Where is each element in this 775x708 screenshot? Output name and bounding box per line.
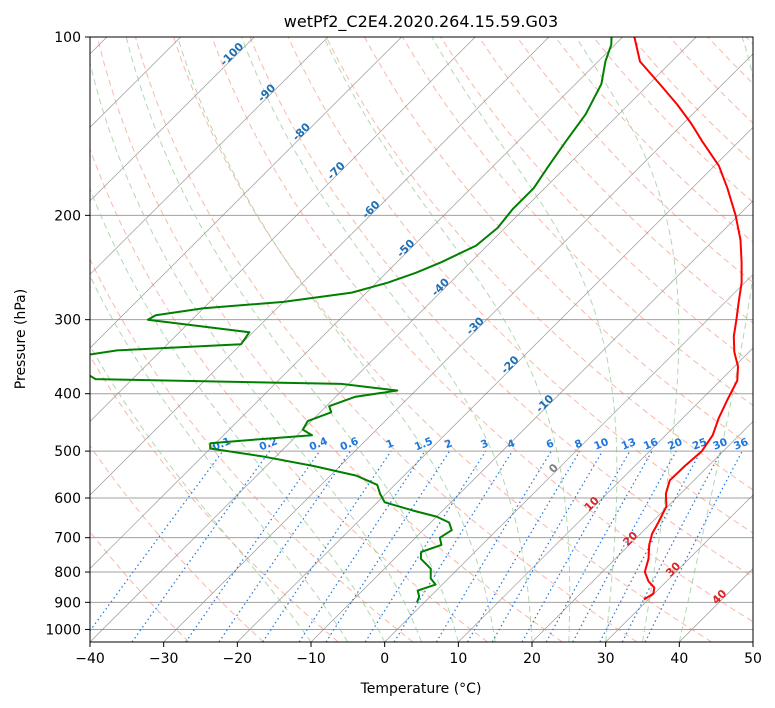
isotherm-line (90, 37, 476, 422)
y-tick-label: 500 (54, 444, 81, 460)
y-tick-label: 900 (54, 595, 81, 611)
x-tick-label: −30 (149, 651, 179, 667)
x-axis-label: Temperature (°C) (360, 681, 482, 697)
mixing-ratio-label: 16 (642, 436, 660, 453)
mixing-ratio-label: 6 (545, 437, 556, 451)
moist-adiabat-line (323, 37, 571, 642)
x-tick-label: 30 (597, 651, 615, 667)
isotherm-line (90, 37, 697, 642)
isotherm-line (458, 347, 753, 642)
y-tick-label: 300 (54, 313, 81, 329)
isotherm-line (90, 37, 623, 569)
x-tick-label: 0 (380, 651, 389, 667)
y-axis-label: Pressure (hPa) (13, 289, 29, 389)
isotherm-line (90, 37, 329, 275)
mixing-ratio-label: 36 (732, 436, 750, 453)
isotherm-line (384, 273, 753, 642)
mixing-ratio-label: 20 (666, 436, 684, 453)
y-tick-label: 400 (54, 387, 81, 403)
mixing-ratio-label: 3 (479, 437, 490, 451)
mixing-ratio-line (466, 450, 581, 642)
temperature-trace (633, 37, 743, 601)
moist-adiabat-line (90, 61, 422, 642)
mixing-ratio-label: 30 (711, 436, 729, 453)
moist-adiabat-line (125, 37, 459, 642)
mixing-ratio-line (599, 450, 702, 642)
mixing-ratio-line (435, 450, 552, 642)
dry-adiabat-line (134, 37, 638, 642)
mixing-ratio-line (572, 450, 677, 642)
dry-adiabat-line (90, 445, 264, 642)
x-tick-label: −10 (296, 651, 326, 667)
dry-adiabat-line (516, 37, 753, 284)
isotherm-line (90, 37, 255, 202)
mixing-ratio-label: 4 (506, 437, 517, 451)
moist-adiabat-line (90, 274, 349, 642)
mixing-ratio-line (185, 450, 321, 642)
dry-adiabat-line (249, 37, 753, 578)
dry-adiabat-line (287, 37, 753, 534)
dry-adiabat-line (96, 37, 563, 642)
moist-adiabat-line (90, 344, 312, 642)
x-tick-label: 20 (523, 651, 541, 667)
mixing-ratio-line (325, 450, 451, 642)
x-tick-label: 40 (670, 651, 688, 667)
isotherm-line (90, 37, 550, 496)
isotherm-line (90, 37, 402, 349)
x-tick-label: 50 (744, 651, 762, 667)
background-lines (90, 37, 753, 642)
moist-adiabat-line (177, 37, 496, 642)
y-tick-label: 700 (54, 531, 81, 547)
mixing-ratio-label: 13 (620, 436, 638, 453)
moist-adiabat-line (575, 37, 680, 642)
dry-adiabat-line (325, 37, 753, 491)
sounding-traces (90, 37, 743, 603)
mixing-ratio-label: 1 (384, 437, 395, 451)
y-tick-label: 1000 (45, 622, 81, 638)
x-tick-label: 10 (449, 651, 467, 667)
axes: −40 −30 −20 −10 0 10 20 30 40 50 100 200 300 400 500 60… (45, 30, 762, 667)
dry-adiabat-line (211, 37, 753, 623)
chart-title: wetPf2_C2E4.2020.264.15.59.G03 (284, 12, 558, 32)
mixing-ratio-line (364, 450, 487, 642)
mixing-ratio-line (218, 450, 351, 642)
mixing-ratio-label: 8 (573, 437, 584, 451)
mixing-ratio-label: 10 (592, 436, 610, 453)
mixing-ratio-line (298, 450, 426, 642)
isotherm-line (163, 53, 753, 642)
isotherm-line (237, 126, 753, 642)
isotherm-line (605, 494, 753, 642)
plot-frame (89, 36, 754, 643)
x-tick-label: −20 (223, 651, 253, 667)
moist-adiabat-line (678, 37, 753, 642)
x-tick-label: −40 (75, 651, 105, 667)
y-tick-label: 100 (54, 30, 81, 46)
y-tick-label: 200 (54, 208, 81, 224)
y-tick-label: 600 (54, 491, 81, 507)
moist-adiabat-line (431, 37, 618, 642)
moist-adiabat-line (90, 187, 386, 642)
mixing-ratio-label: 2 (443, 437, 454, 451)
isotherm-line (531, 420, 753, 642)
mixing-ratio-line (262, 450, 392, 642)
dry-adiabat-line (173, 37, 712, 642)
mixing-ratio-line (393, 450, 513, 642)
moist-adiabat-line (241, 37, 533, 642)
dewpoint-trace (90, 37, 613, 603)
y-tick-label: 800 (54, 565, 81, 581)
dry-adiabat-line (90, 258, 414, 642)
